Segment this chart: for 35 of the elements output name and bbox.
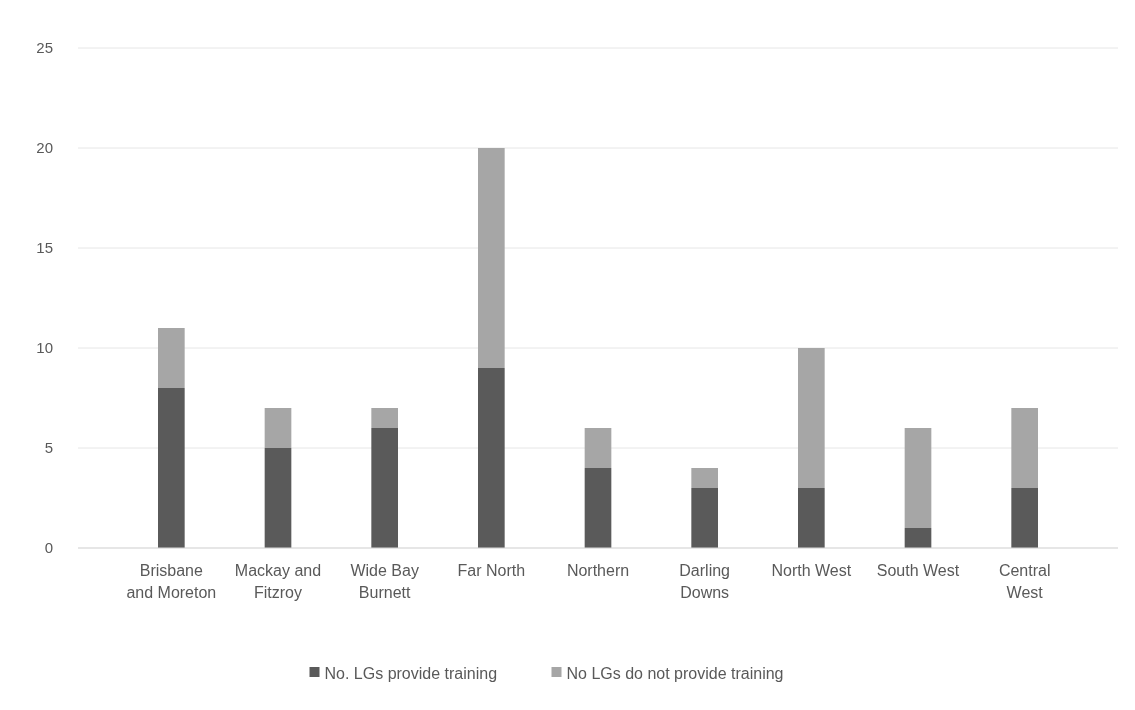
bar <box>691 468 718 488</box>
bar <box>1011 488 1038 548</box>
bar <box>371 428 398 548</box>
x-tick-label: Darling Downs <box>679 562 731 601</box>
y-tick-label: 25 <box>36 39 53 57</box>
bar <box>798 348 825 488</box>
bar <box>904 528 932 548</box>
bar <box>478 368 505 548</box>
legend-label: No. LGs provide training <box>324 664 498 682</box>
x-tick-label: North West <box>771 562 852 579</box>
x-tick-label: Wide Bay Burnett <box>350 562 419 601</box>
bar <box>798 488 825 548</box>
x-tick-label: Northern <box>566 562 630 579</box>
x-tick-label: South West <box>876 562 960 579</box>
y-tick-label: 0 <box>44 539 53 557</box>
x-tick-label: Far North <box>457 562 526 579</box>
bar <box>158 328 185 388</box>
bar <box>371 408 398 428</box>
bar <box>904 428 932 528</box>
bar <box>691 488 718 548</box>
y-tick-label: 10 <box>36 339 53 357</box>
y-tick-label: 15 <box>36 239 53 257</box>
y-tick-label: 5 <box>44 439 53 457</box>
legend-label: No LGs do not provide training <box>566 664 784 682</box>
x-tick-label: Central West <box>998 562 1051 601</box>
bar <box>1011 408 1038 488</box>
bar <box>264 448 292 548</box>
bar <box>584 468 612 548</box>
bar <box>264 408 292 448</box>
bar <box>478 148 505 368</box>
bar <box>158 388 185 548</box>
y-tick-label: 20 <box>36 139 53 157</box>
bar <box>584 428 612 468</box>
x-tick-label: Brisbane and Moreton <box>126 562 217 601</box>
x-tick-label: Mackay and Fitzroy <box>234 562 322 601</box>
